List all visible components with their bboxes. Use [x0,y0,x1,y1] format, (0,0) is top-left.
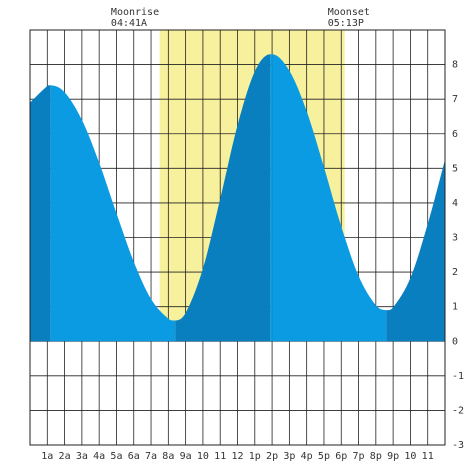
x-tick-label: 1p [249,451,261,462]
plot-frame [29,29,446,446]
y-tick-label: 8 [452,60,458,71]
x-tick-label: 12 [231,451,243,462]
x-tick-label: 10 [404,451,416,462]
x-tick-label: 11 [422,451,434,462]
moon-time: 04:41A [111,18,147,29]
x-tick-label: 7a [145,451,157,462]
falling-tide-area [50,85,176,342]
y-tick-label: 1 [452,302,458,313]
x-tick-label: 10 [197,451,209,462]
x-tick-label: 9a [180,451,192,462]
y-tick-label: -1 [452,371,464,382]
rising-tide-area [386,159,445,342]
x-tick-label: 8p [370,451,382,462]
x-tick-label: 4a [93,451,105,462]
moon-time: 05:13P [328,18,364,29]
y-tick-label: 6 [452,129,458,140]
x-tick-label: 5p [318,451,330,462]
x-tick-label: 3p [283,451,295,462]
x-tick-label: 5a [110,451,122,462]
x-tick-label: 3a [76,451,88,462]
x-tick-label: 11 [214,451,226,462]
moon-label: Moonrise [111,7,159,18]
y-tick-label: 4 [452,198,458,209]
y-tick-label: 0 [452,336,458,347]
rising-tide-area [175,54,271,342]
x-tick-label: 4p [301,451,313,462]
falling-tide-area [270,54,273,342]
y-tick-label: 2 [452,267,458,278]
x-tick-label: 8a [162,451,174,462]
x-tick-label: 2p [266,451,278,462]
y-tick-label: 5 [452,163,458,174]
y-tick-label: 3 [452,233,458,244]
moon-label: Moonset [328,7,370,18]
falling-tide-area [272,54,387,342]
x-tick-label: 2a [59,451,71,462]
y-tick-label: -3 [452,440,464,451]
x-tick-label: 1a [41,451,53,462]
x-tick-label: 9p [387,451,399,462]
x-tick-label: 7p [353,451,365,462]
y-tick-label: 7 [452,94,458,105]
x-tick-label: 6p [335,451,347,462]
rising-tide-area [30,85,51,342]
x-tick-label: 6a [128,451,140,462]
y-tick-label: -2 [452,405,464,416]
